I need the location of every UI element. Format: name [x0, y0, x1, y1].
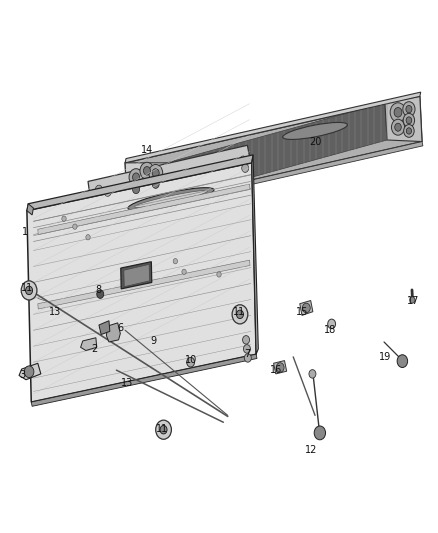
- Text: 15: 15: [296, 306, 308, 317]
- Polygon shape: [92, 216, 254, 256]
- Circle shape: [403, 114, 415, 127]
- Circle shape: [410, 297, 415, 303]
- Polygon shape: [88, 146, 251, 197]
- Circle shape: [160, 425, 167, 434]
- Polygon shape: [125, 96, 422, 208]
- Polygon shape: [106, 323, 120, 342]
- Circle shape: [217, 272, 221, 277]
- Circle shape: [390, 103, 406, 122]
- Circle shape: [302, 303, 310, 313]
- Circle shape: [152, 168, 159, 177]
- Circle shape: [395, 123, 401, 131]
- Circle shape: [242, 164, 249, 172]
- Circle shape: [24, 366, 34, 377]
- Text: 11: 11: [233, 306, 245, 317]
- Circle shape: [104, 188, 111, 196]
- Polygon shape: [81, 338, 97, 351]
- Circle shape: [129, 181, 143, 198]
- Circle shape: [140, 163, 154, 179]
- Polygon shape: [166, 103, 387, 200]
- Text: 11: 11: [21, 283, 33, 293]
- Circle shape: [394, 108, 402, 117]
- Ellipse shape: [128, 188, 214, 211]
- Polygon shape: [274, 361, 287, 374]
- Text: 9: 9: [150, 336, 156, 346]
- Circle shape: [244, 354, 251, 362]
- Circle shape: [403, 102, 415, 117]
- Circle shape: [237, 310, 244, 319]
- Circle shape: [129, 168, 143, 185]
- Circle shape: [86, 235, 90, 240]
- Circle shape: [133, 185, 140, 193]
- Circle shape: [173, 259, 177, 264]
- Polygon shape: [99, 321, 110, 335]
- Polygon shape: [300, 301, 313, 316]
- Circle shape: [152, 180, 159, 188]
- Text: 1: 1: [21, 227, 28, 237]
- Polygon shape: [125, 92, 421, 163]
- Polygon shape: [27, 163, 256, 402]
- Text: 10: 10: [184, 354, 197, 365]
- Polygon shape: [125, 163, 169, 208]
- Polygon shape: [31, 354, 257, 406]
- Text: 13: 13: [49, 306, 61, 317]
- Polygon shape: [38, 184, 250, 235]
- Circle shape: [62, 216, 66, 221]
- Text: 12: 12: [304, 445, 317, 455]
- Circle shape: [149, 175, 162, 192]
- Circle shape: [21, 281, 37, 300]
- Polygon shape: [124, 264, 150, 287]
- Circle shape: [392, 119, 405, 135]
- Polygon shape: [19, 364, 41, 379]
- Polygon shape: [252, 155, 258, 354]
- Circle shape: [97, 290, 104, 298]
- Circle shape: [406, 117, 412, 124]
- Circle shape: [276, 363, 284, 372]
- Polygon shape: [27, 155, 253, 211]
- Polygon shape: [38, 260, 250, 309]
- Text: 11: 11: [156, 424, 168, 434]
- Circle shape: [397, 355, 408, 368]
- Text: 7: 7: [244, 349, 251, 359]
- Circle shape: [155, 420, 171, 439]
- Circle shape: [406, 128, 412, 134]
- Text: 20: 20: [309, 136, 321, 147]
- Circle shape: [133, 173, 140, 181]
- Circle shape: [95, 185, 102, 193]
- Circle shape: [309, 369, 316, 378]
- Circle shape: [182, 269, 186, 274]
- Circle shape: [144, 166, 150, 175]
- Text: 14: 14: [141, 144, 153, 155]
- Ellipse shape: [283, 123, 347, 140]
- Circle shape: [73, 224, 77, 229]
- Text: 18: 18: [324, 325, 336, 335]
- Text: 8: 8: [96, 286, 102, 295]
- Circle shape: [328, 319, 336, 329]
- Polygon shape: [90, 161, 253, 252]
- Text: 19: 19: [379, 352, 391, 362]
- Ellipse shape: [134, 190, 208, 207]
- Polygon shape: [127, 142, 423, 212]
- Text: 16: 16: [270, 365, 282, 375]
- Text: 6: 6: [118, 322, 124, 333]
- Text: 3: 3: [19, 370, 25, 381]
- Circle shape: [187, 358, 194, 367]
- Polygon shape: [27, 204, 33, 215]
- Text: 2: 2: [92, 344, 98, 354]
- Circle shape: [243, 336, 250, 344]
- Text: 13: 13: [121, 378, 134, 389]
- Circle shape: [240, 156, 247, 165]
- Polygon shape: [121, 262, 152, 289]
- Circle shape: [406, 106, 412, 113]
- Circle shape: [25, 286, 32, 295]
- Circle shape: [244, 345, 251, 353]
- Circle shape: [232, 305, 248, 324]
- Text: 17: 17: [407, 296, 420, 306]
- Polygon shape: [385, 96, 422, 142]
- Circle shape: [314, 426, 325, 440]
- Circle shape: [404, 125, 414, 138]
- Circle shape: [149, 165, 162, 181]
